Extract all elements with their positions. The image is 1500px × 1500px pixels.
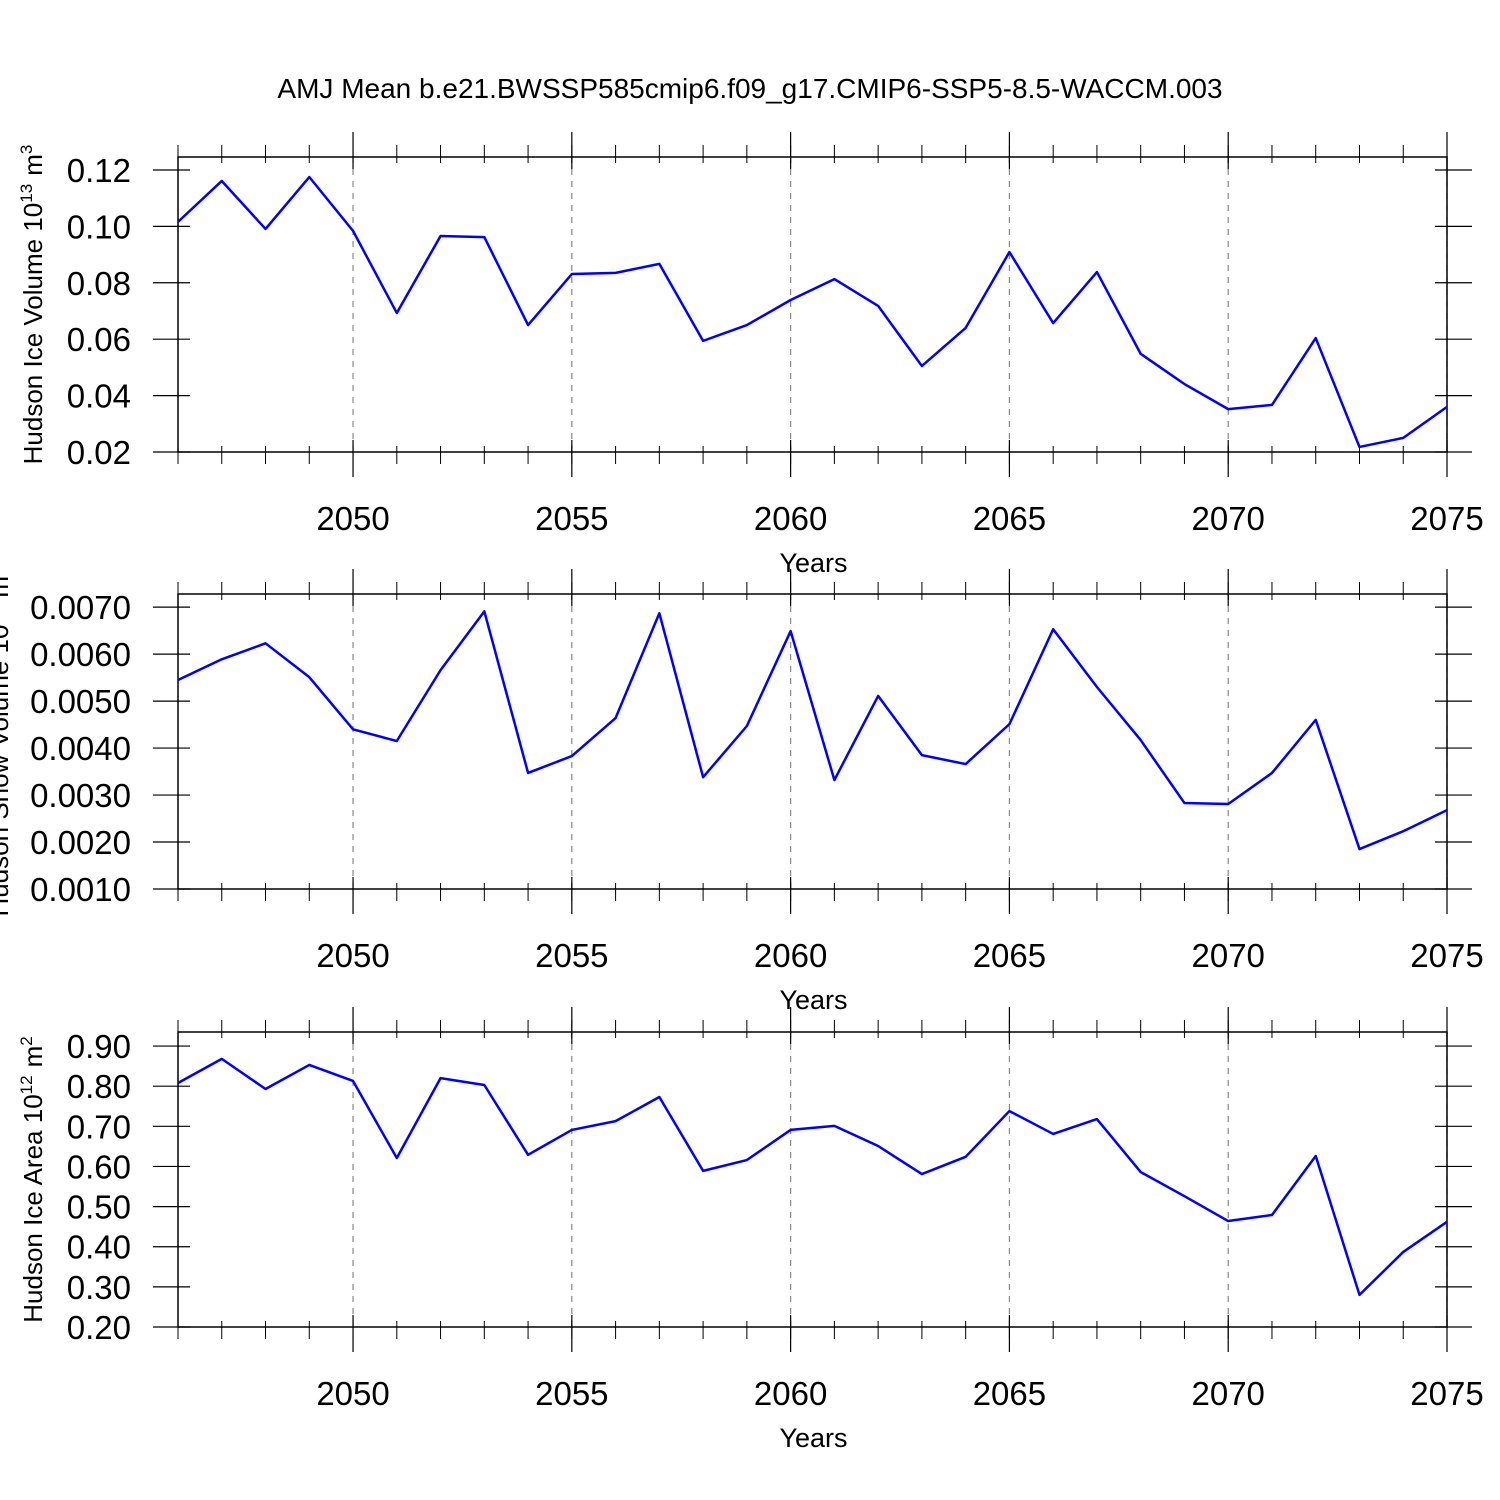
y-tick-label: 0.80 bbox=[67, 1068, 131, 1105]
x-tick-label: 2070 bbox=[1191, 500, 1264, 537]
y-tick-label: 0.70 bbox=[67, 1108, 131, 1145]
y-tick-label: 0.50 bbox=[67, 1189, 131, 1226]
x-axis-label: Years bbox=[779, 985, 847, 1015]
x-tick-label: 2060 bbox=[754, 937, 827, 974]
y-tick-label: 0.0010 bbox=[30, 871, 131, 908]
y-axis-label-exponent: 13 bbox=[17, 184, 36, 203]
x-tick-label: 2060 bbox=[754, 500, 827, 537]
plot-frame bbox=[177, 1031, 1448, 1328]
y-tick-label: 0.30 bbox=[67, 1269, 131, 1306]
x-tick-label: 2055 bbox=[535, 937, 608, 974]
x-tick-label: 2065 bbox=[973, 937, 1046, 974]
y-axis-label-unit-exponent: 3 bbox=[0, 566, 2, 575]
data-line bbox=[177, 610, 1448, 851]
x-tick-label: 2050 bbox=[316, 1375, 389, 1412]
y-tick-label: 0.20 bbox=[67, 1309, 131, 1346]
x-tick-label: 2065 bbox=[973, 1375, 1046, 1412]
y-tick-label: 0.60 bbox=[67, 1148, 131, 1185]
y-tick-label: 0.0050 bbox=[30, 683, 131, 720]
y-axis-label-exponent: 12 bbox=[17, 1075, 36, 1094]
y-tick-label: 0.06 bbox=[67, 321, 131, 358]
x-tick-label: 2055 bbox=[535, 500, 608, 537]
x-axis-label: Years bbox=[779, 548, 847, 578]
y-tick-label: 0.04 bbox=[67, 378, 131, 415]
data-line bbox=[177, 1057, 1448, 1297]
x-tick-label: 2065 bbox=[973, 500, 1046, 537]
x-tick-label: 2075 bbox=[1410, 500, 1483, 537]
y-tick-label: 0.12 bbox=[67, 152, 131, 189]
y-axis-label: Hudson Snow Volume 1013 m3 bbox=[0, 566, 14, 916]
y-tick-label: 0.90 bbox=[67, 1028, 131, 1065]
y-axis-label-text: Hudson Ice Volume 10 bbox=[18, 203, 48, 465]
y-axis-label-unit: m bbox=[0, 576, 14, 598]
x-tick-label: 2050 bbox=[316, 937, 389, 974]
y-tick-label: 0.08 bbox=[67, 265, 131, 302]
y-axis-label: Hudson Ice Volume 1013 m3 bbox=[17, 145, 48, 465]
y-axis-label-unit: m bbox=[18, 154, 48, 176]
chart-title: AMJ Mean b.e21.BWSSP585cmip6.f09_g17.CMI… bbox=[277, 73, 1222, 104]
x-tick-label: 2050 bbox=[316, 500, 389, 537]
x-tick-label: 2075 bbox=[1410, 1375, 1483, 1412]
y-tick-label: 0.0030 bbox=[30, 777, 131, 814]
y-axis-label-unit-exponent: 2 bbox=[17, 1036, 36, 1045]
x-tick-label: 2060 bbox=[754, 1375, 827, 1412]
x-tick-label: 2055 bbox=[535, 1375, 608, 1412]
plot-frame bbox=[177, 156, 1448, 453]
y-tick-label: 0.0060 bbox=[30, 636, 131, 673]
y-tick-label: 0.02 bbox=[67, 434, 131, 471]
y-axis-label: Hudson Ice Area 1012 m2 bbox=[17, 1036, 48, 1322]
x-tick-label: 2070 bbox=[1191, 1375, 1264, 1412]
y-axis-label-text: Hudson Ice Area 10 bbox=[18, 1094, 48, 1322]
y-axis-label-unit: m bbox=[18, 1046, 48, 1068]
y-axis-label-text: Hudson Snow Volume 10 bbox=[0, 625, 14, 917]
y-axis-label-unit-exponent: 3 bbox=[17, 145, 36, 154]
x-tick-label: 2070 bbox=[1191, 937, 1264, 974]
y-tick-label: 0.40 bbox=[67, 1229, 131, 1266]
y-tick-label: 0.10 bbox=[67, 208, 131, 245]
data-line bbox=[177, 175, 1448, 449]
y-tick-label: 0.0040 bbox=[30, 730, 131, 767]
y-tick-label: 0.0070 bbox=[30, 589, 131, 626]
x-axis-label: Years bbox=[779, 1423, 847, 1453]
x-tick-label: 2075 bbox=[1410, 937, 1483, 974]
plot-frame bbox=[177, 593, 1448, 890]
y-axis-label-exponent: 13 bbox=[0, 606, 2, 625]
y-tick-label: 0.0020 bbox=[30, 824, 131, 861]
